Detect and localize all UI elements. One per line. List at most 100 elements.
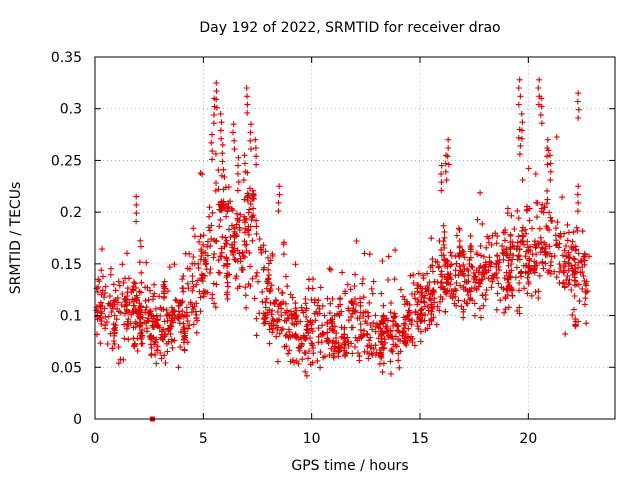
data-point — [303, 372, 310, 379]
data-point — [162, 360, 169, 366]
data-point — [499, 242, 506, 249]
data-point — [523, 230, 530, 237]
data-point — [434, 303, 441, 310]
data-point — [477, 189, 484, 196]
data-point — [319, 330, 326, 337]
data-point — [224, 279, 231, 286]
data-point — [483, 287, 490, 293]
data-point — [289, 294, 296, 301]
data-point — [201, 288, 207, 294]
data-point — [496, 266, 503, 273]
data-point — [575, 90, 582, 97]
data-point — [139, 327, 146, 334]
data-point — [582, 288, 589, 295]
data-point — [566, 255, 573, 261]
data-point — [310, 276, 316, 283]
data-point — [166, 326, 172, 333]
data-point — [284, 283, 291, 290]
data-point — [314, 357, 321, 364]
data-point — [124, 318, 131, 325]
data-point — [443, 290, 450, 297]
data-point — [529, 225, 535, 232]
data-point — [579, 258, 585, 265]
data-point — [276, 183, 283, 190]
data-point — [561, 247, 568, 254]
data-point — [477, 243, 484, 249]
data-point — [153, 360, 160, 367]
data-point — [121, 335, 128, 342]
data-point — [108, 265, 114, 272]
data-point — [131, 302, 138, 309]
data-point — [152, 339, 159, 346]
data-point — [266, 326, 273, 333]
data-point — [293, 334, 300, 341]
data-point — [123, 325, 130, 332]
data-point — [449, 294, 456, 301]
data-point — [162, 332, 169, 339]
data-point — [298, 343, 304, 350]
data-point — [151, 290, 158, 297]
data-point — [362, 318, 369, 325]
data-point — [438, 246, 445, 253]
data-point — [199, 171, 205, 178]
data-point — [310, 344, 316, 351]
data-point — [553, 134, 560, 140]
data-point — [218, 249, 225, 256]
data-point — [236, 227, 243, 233]
data-point — [548, 259, 554, 265]
data-point — [131, 343, 137, 349]
data-point — [439, 273, 446, 280]
data-point — [253, 230, 260, 237]
data-point — [494, 290, 501, 297]
data-point — [348, 313, 354, 320]
data-point — [489, 278, 496, 285]
data-point — [133, 210, 140, 217]
data-point — [194, 317, 200, 324]
data-point — [200, 293, 207, 300]
data-point — [136, 323, 143, 330]
data-point — [574, 191, 581, 198]
data-point — [518, 273, 524, 280]
data-point — [175, 364, 182, 371]
data-point — [133, 201, 140, 208]
data-point — [549, 217, 556, 224]
data-point — [544, 153, 550, 160]
data-point — [333, 335, 339, 341]
data-point — [577, 269, 584, 276]
data-point — [504, 285, 511, 292]
data-point — [219, 141, 226, 148]
data-point — [244, 198, 251, 204]
data-point — [440, 222, 447, 229]
data-point — [275, 286, 282, 292]
data-point — [273, 298, 280, 305]
data-point — [273, 333, 280, 340]
data-point — [379, 369, 386, 376]
data-point — [161, 352, 168, 359]
data-point — [485, 239, 492, 246]
data-point — [356, 315, 363, 322]
data-point — [137, 322, 144, 329]
data-point — [302, 300, 309, 307]
data-point — [504, 205, 511, 212]
data-point — [248, 146, 254, 153]
data-point — [262, 314, 269, 321]
data-point — [253, 153, 260, 160]
data-point — [568, 287, 575, 293]
data-point — [293, 358, 300, 364]
data-point — [395, 350, 402, 357]
data-point — [143, 259, 150, 266]
data-point — [158, 355, 165, 362]
data-point — [441, 234, 448, 241]
data-point — [212, 304, 219, 311]
data-point — [295, 360, 302, 367]
data-point — [249, 237, 256, 244]
data-point — [341, 345, 348, 352]
data-point — [326, 352, 333, 358]
data-point — [456, 243, 463, 250]
data-point — [322, 353, 328, 360]
data-point — [296, 347, 303, 354]
data-point — [159, 336, 166, 343]
data-point — [431, 278, 438, 285]
data-point — [380, 302, 387, 309]
data-point — [233, 273, 240, 280]
